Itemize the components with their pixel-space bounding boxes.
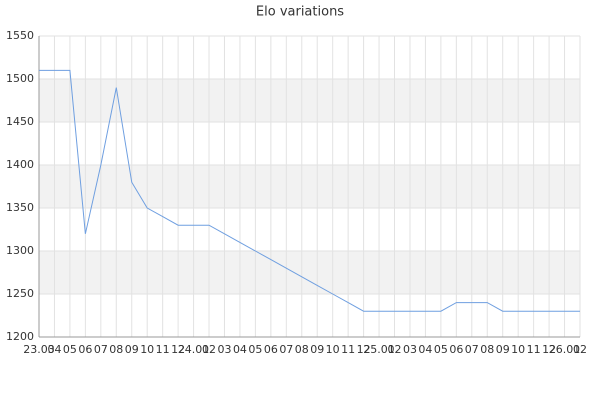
x-tick-label: 12 [171, 343, 185, 356]
x-tick-label: 10 [326, 343, 340, 356]
x-tick-label: 10 [511, 343, 525, 356]
data-line [39, 69, 580, 312]
x-tick-label: 24.01 [178, 343, 210, 356]
x-tick-label: 12 [357, 343, 371, 356]
x-tick-label: 02 [202, 343, 216, 356]
x-tick-label: 08 [480, 343, 494, 356]
x-tick-label: 11 [527, 343, 541, 356]
x-tick-label: 02 [388, 343, 402, 356]
x-tick-label: 04 [418, 343, 432, 356]
x-tick-label: 23.03 [23, 343, 55, 356]
x-tick-label: 06 [78, 343, 92, 356]
x-tick-label: 06 [449, 343, 463, 356]
x-tick-label: 03 [217, 343, 231, 356]
grid-band [39, 251, 580, 294]
chart-title: Elo variations [256, 5, 344, 20]
x-tick-label: 07 [94, 343, 108, 356]
y-tick-label: 1400 [6, 158, 34, 171]
y-tick-label: 1350 [6, 201, 34, 214]
y-tick-label: 1300 [6, 244, 34, 257]
x-tick-label: 26.01 [549, 343, 581, 356]
x-tick-label: 05 [248, 343, 262, 356]
grid-band [39, 79, 580, 122]
x-tick-label: 11 [156, 343, 170, 356]
x-tick-label: 09 [310, 343, 324, 356]
x-tick-label: 04 [233, 343, 247, 356]
x-tick-label: 06 [264, 343, 278, 356]
x-tick-label: 08 [295, 343, 309, 356]
y-tick-label: 1550 [6, 29, 34, 42]
grid-band [39, 165, 580, 208]
x-tick-label: 11 [341, 343, 355, 356]
x-tick-label: 10 [140, 343, 154, 356]
x-tick-label: 02 [573, 343, 587, 356]
y-tick-label: 1250 [6, 287, 34, 300]
x-tick-label: 05 [434, 343, 448, 356]
x-tick-label: 05 [63, 343, 77, 356]
x-tick-label: 07 [465, 343, 479, 356]
x-tick-label: 09 [125, 343, 139, 356]
x-tick-label: 08 [109, 343, 123, 356]
y-tick-label: 1200 [6, 330, 34, 343]
y-tick-label: 1450 [6, 115, 34, 128]
x-tick-label: 09 [496, 343, 510, 356]
x-tick-label: 12 [542, 343, 556, 356]
x-tick-label: 07 [279, 343, 293, 356]
x-tick-label: 25.01 [363, 343, 395, 356]
x-tick-label: 04 [47, 343, 61, 356]
x-tick-label: 03 [403, 343, 417, 356]
y-tick-label: 1500 [6, 72, 34, 85]
